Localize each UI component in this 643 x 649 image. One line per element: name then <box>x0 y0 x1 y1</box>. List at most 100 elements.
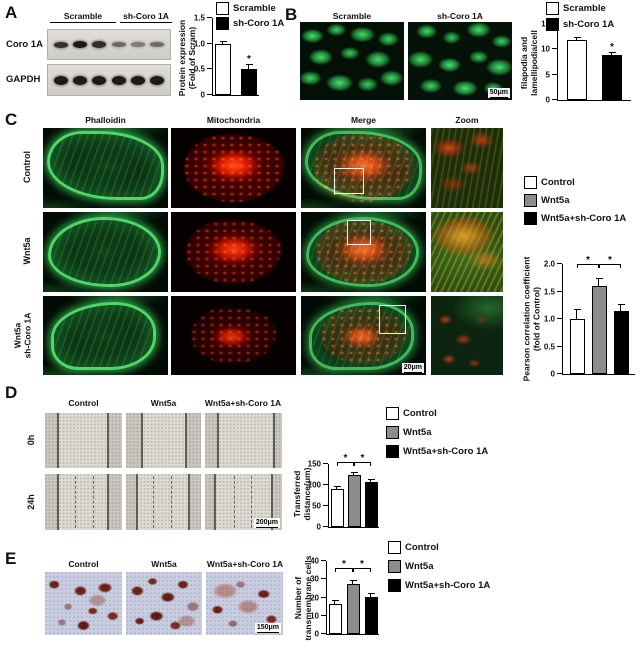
y-axis-tick: 1.0 <box>544 315 562 324</box>
wound-gap <box>136 474 189 530</box>
significance-star: * <box>360 558 364 570</box>
legend-swatch-sh-coro1a <box>546 18 559 31</box>
y-axis-label-line: Transferred <box>291 470 302 518</box>
bar-Control <box>328 603 342 634</box>
y-axis-tick-label: 30 <box>310 574 319 584</box>
y-axis-tick-label: 150 <box>307 459 321 469</box>
wound-image-control-24h <box>45 474 122 530</box>
row-title-line: sh-Coro 1A <box>22 312 32 359</box>
significance-star: * <box>360 452 365 464</box>
zoom-image-wnt5a <box>431 212 503 292</box>
bar-Wnt5a+sh-Coro 1A <box>364 596 378 634</box>
panel-b-title-sh-coro1a: sh-Coro 1A <box>437 11 483 21</box>
legend-label: Wnt5a <box>541 195 570 206</box>
roi-box <box>333 168 365 194</box>
y-axis-tick: 1.5 <box>194 14 212 23</box>
y-axis-tick: 50 <box>312 502 328 511</box>
transwell-image-wnt5a <box>126 572 202 635</box>
column-title-zoom: Zoom <box>455 115 479 125</box>
column-title-wnt5a: Wnt5a <box>151 559 177 569</box>
legend-label: sh-Coro 1A <box>563 19 615 30</box>
migration-front-dashed-line <box>251 475 253 529</box>
y-axis-tick-label: 10 <box>310 611 319 621</box>
significance-star: * <box>586 254 590 266</box>
plot-area: 0 5 10 15 * <box>541 20 631 105</box>
scale-bar-150um: 150μm <box>254 622 281 633</box>
column-title-wnt5a-sh-coro1a: Wnt5a+sh-Coro 1A <box>206 559 284 569</box>
panel-e-legend: Control Wnt5a Wnt5a+sh-Coro 1A <box>388 541 490 598</box>
migration-front-dashed-line <box>153 475 154 529</box>
blot-band <box>111 75 126 85</box>
bar-sh-Coro 1A <box>241 69 257 95</box>
legend-label: Scramble <box>563 3 606 14</box>
cell-actin <box>50 302 156 371</box>
wound-edge-line <box>57 413 60 468</box>
y-axis-tick-label: 0 <box>550 369 555 379</box>
y-axis-tick-label: 1.5 <box>543 287 555 296</box>
fluorescence-image-sh-coro1a: 50μm <box>408 22 512 100</box>
legend-swatch-control <box>388 541 401 554</box>
wound-image-wnt5a-sh-coro1a-24h: 200μm <box>205 474 282 530</box>
error-bar <box>219 40 227 44</box>
legend-swatch-wnt5a-sh-coro1a <box>386 445 399 458</box>
bar-Scramble <box>215 43 231 95</box>
legend-swatch-wnt5a <box>386 426 399 439</box>
wound-image-wnt5a-0h <box>126 413 201 468</box>
wound-edge-line <box>141 413 143 468</box>
legend-item: sh-Coro 1A <box>546 18 614 31</box>
bar-Wnt5a+sh-Coro 1A <box>364 482 378 527</box>
mitochondria-image-wnt5a <box>171 212 296 292</box>
y-axis-tick: 30 <box>310 575 326 584</box>
y-axis-label-line: lamellipodia/cell <box>529 30 539 96</box>
bar-Control <box>569 319 585 374</box>
y-axis-tick-label: 2.0 <box>543 259 555 269</box>
legend-item: Wnt5a+sh-Coro 1A <box>386 445 488 458</box>
legend-item: Wnt5a <box>388 560 490 573</box>
blot-band <box>72 41 87 48</box>
error-bar <box>573 36 581 41</box>
cell-actin <box>46 131 165 200</box>
legend-swatch-scramble <box>216 2 229 15</box>
error-bar <box>573 309 581 319</box>
error-bar <box>367 479 375 483</box>
cell-mitochondria <box>321 307 406 364</box>
merge-image-control <box>301 128 426 208</box>
y-axis-label-line: (Fold of Scram) <box>187 26 197 90</box>
legend-swatch-wnt5a <box>524 194 537 207</box>
significance-star: * <box>247 53 251 65</box>
blot-band <box>111 42 126 47</box>
bar-Wnt5a+sh-Coro 1A <box>613 310 629 374</box>
row-title-0h: 0h <box>25 434 36 446</box>
wound-edge-line <box>216 413 219 468</box>
transwell-image-control <box>45 572 122 635</box>
y-axis-tick: 100 <box>308 481 328 490</box>
column-title-control: Control <box>68 559 99 569</box>
panel-b-label: B <box>285 5 298 24</box>
panel-d-legend: Control Wnt5a Wnt5a+sh-Coro 1A <box>386 407 488 464</box>
wound-gap <box>217 413 273 468</box>
legend-swatch-control <box>386 407 399 420</box>
merge-image-wnt5a-sh-coro1a: 20μm <box>301 296 426 375</box>
roi-box <box>347 220 371 246</box>
blot-band <box>130 42 145 47</box>
wound-edge-line <box>106 413 109 468</box>
legend-label: Control <box>541 177 575 188</box>
wound-edge-line <box>135 474 138 530</box>
legend-label: Wnt5a+sh-Coro 1A <box>541 213 627 224</box>
y-axis-tick-label: 0 <box>200 90 205 100</box>
legend-swatch-scramble <box>546 2 559 15</box>
blot-group-label-sh-coro1a: sh-Coro 1A <box>120 11 172 23</box>
significance-bracket <box>354 461 371 466</box>
roi-box <box>378 304 406 335</box>
migration-front-dashed-line <box>234 475 236 529</box>
blot-band <box>92 75 107 85</box>
y-axis-label: Protein expression (Fold of Scram) <box>177 16 197 100</box>
migration-front-dashed-line <box>75 475 77 529</box>
wound-gap <box>58 413 107 468</box>
legend-item: Scramble <box>546 2 614 15</box>
legend-label: Wnt5a <box>405 561 434 572</box>
error-bar <box>349 580 357 584</box>
scale-bar-200um: 200μm <box>253 517 280 528</box>
y-axis-tick-label: 0 <box>316 522 321 532</box>
significance-bracket <box>353 567 371 572</box>
